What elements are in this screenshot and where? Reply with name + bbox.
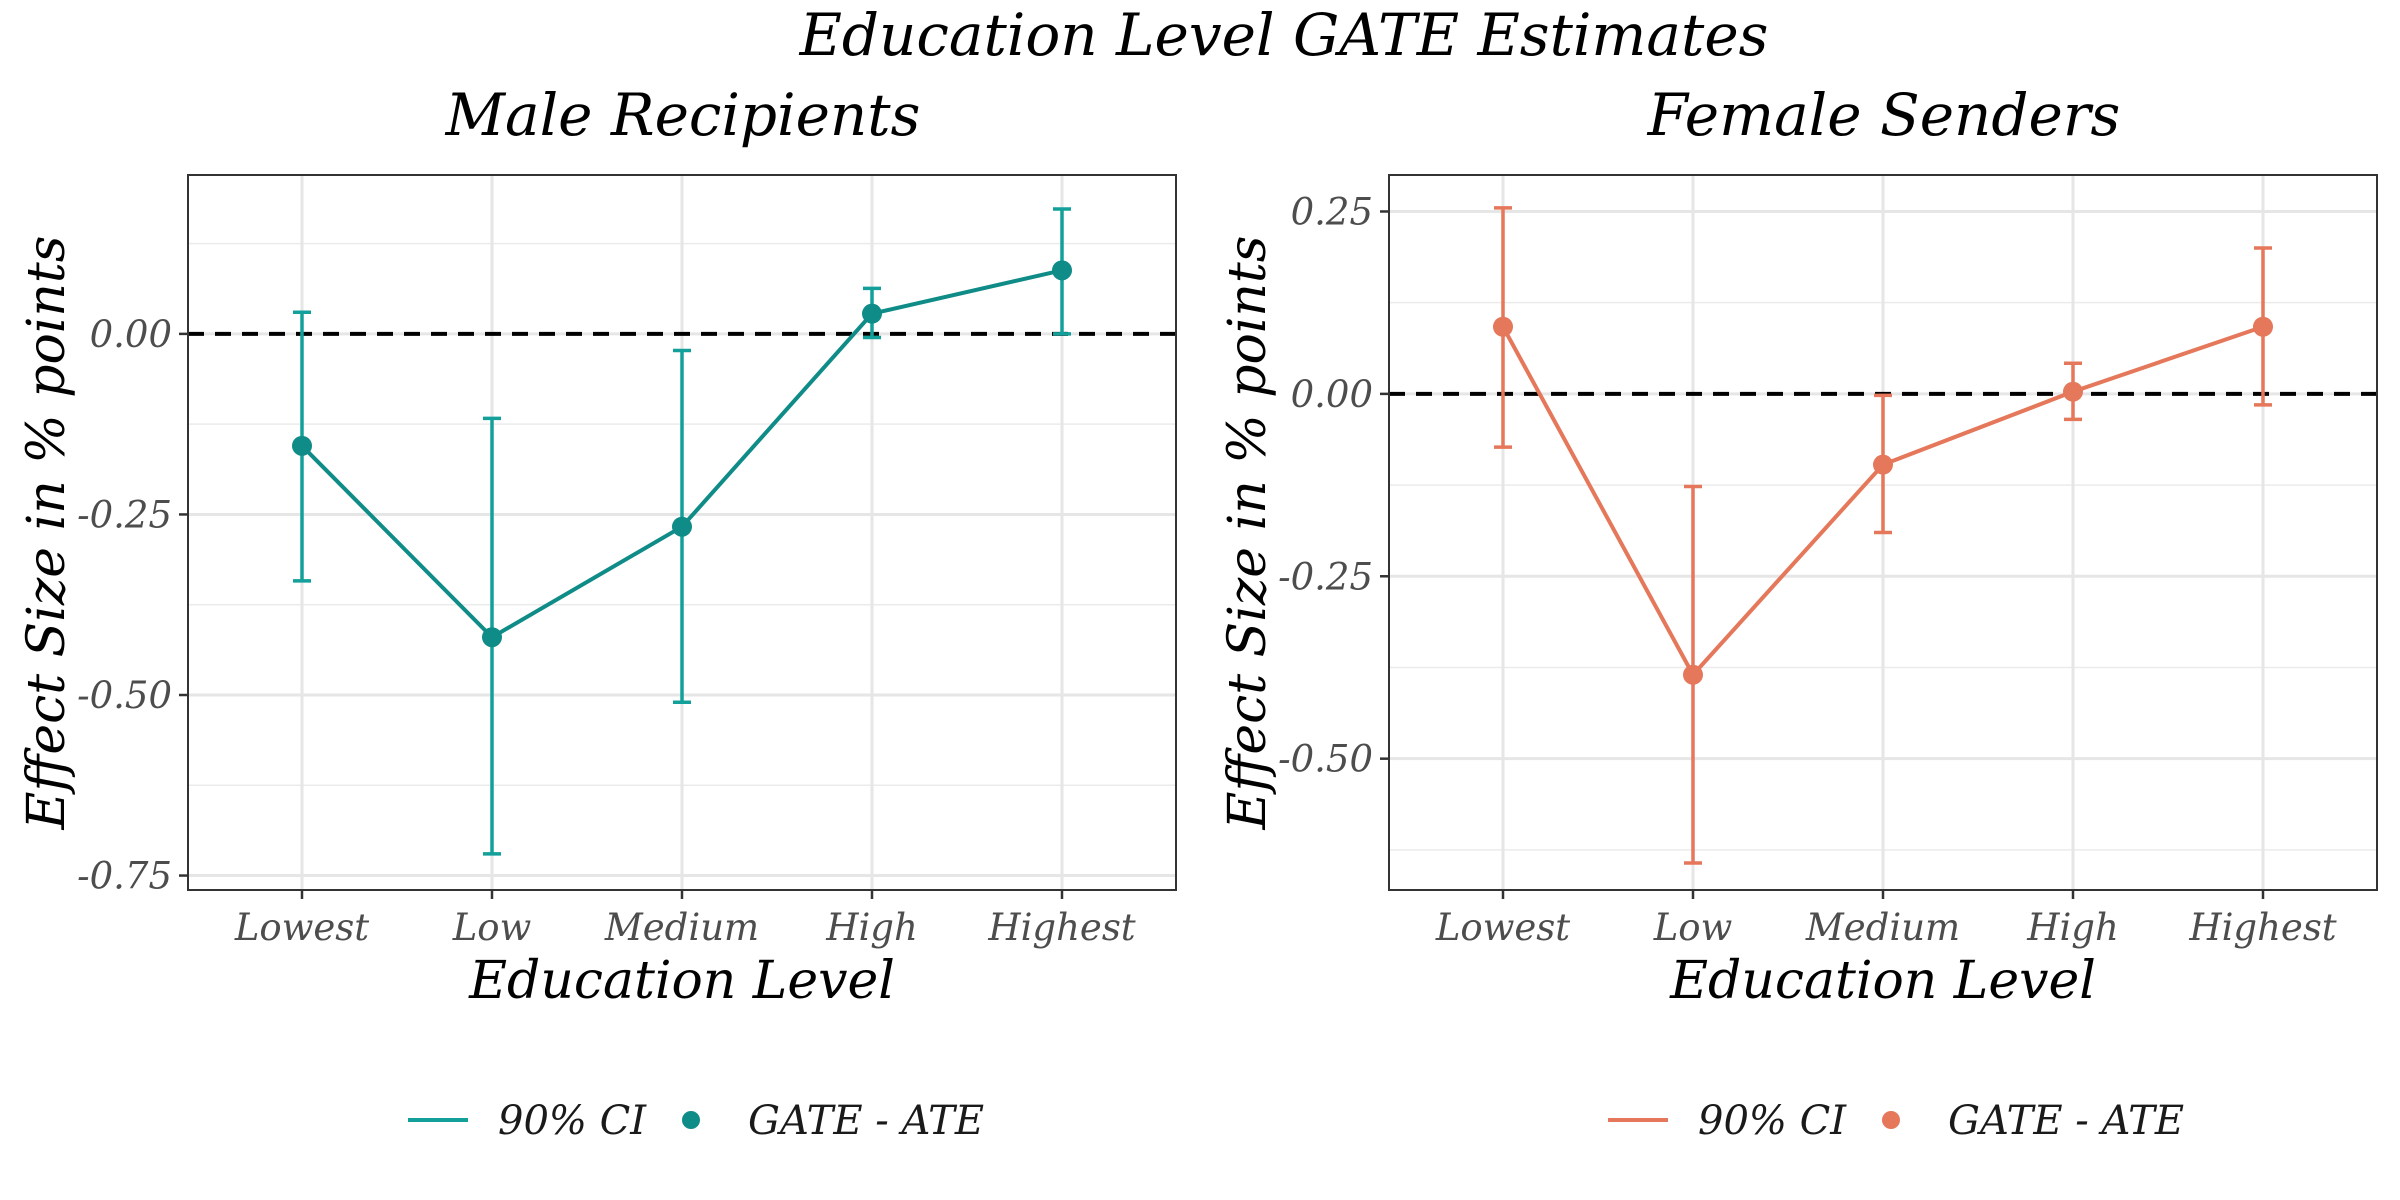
data-point [2063,381,2083,402]
x-tick-label: Highest [2188,906,2336,949]
data-point [862,303,882,324]
legend-gate-label: GATE - ATE [1948,1098,2184,1144]
gate-points [1493,316,2273,685]
legend-gate-swatch [682,1111,700,1129]
y-tick-label: 0.25 [1291,190,1373,233]
x-tick-label: Highest [987,906,1135,949]
x-tick-label: Lowest [234,906,369,949]
data-point [1873,454,1893,475]
data-point [672,516,692,537]
panel-title: Male Recipients [445,81,921,149]
x-tick-label: Medium [1805,906,1960,949]
y-tick-labels: 0.25 0.00 -0.25 -0.50 [1278,190,1373,780]
legend-ci-label: 90% CI [498,1098,647,1144]
x-tick-label: Lowest [1435,906,1570,949]
y-axis-title: Effect Size in % points [17,236,77,831]
figure-title: Education Level GATE Estimates [799,1,1769,69]
x-tick-label: High [2026,906,2119,949]
x-tick-label: High [825,906,918,949]
axis-ticks [179,332,1064,899]
x-tick-label: Medium [604,906,759,949]
data-point [1683,664,1703,685]
panel-title: Female Senders [1647,81,2121,149]
x-tick-labels: Lowest Low Medium High Highest [234,906,1136,949]
legend-gate-swatch [1882,1111,1900,1129]
y-tick-label: 0.00 [1291,373,1373,416]
data-point [482,627,502,648]
y-tick-label: -0.50 [1278,738,1373,781]
legend-ci-label: 90% CI [1698,1098,1847,1144]
data-point [292,435,312,456]
y-tick-label: -0.25 [77,493,172,536]
data-point [2253,316,2273,337]
x-axis-title: Education Level [1669,951,2096,1011]
y-tick-label: -0.50 [77,674,172,717]
legend: 90% CI GATE - ATE [408,1098,984,1144]
y-tick-label: -0.25 [1278,555,1373,598]
y-tick-label: -0.75 [77,855,172,898]
axis-ticks [1380,210,2265,899]
gate-points [292,260,1072,648]
x-axis-title: Education Level [468,951,895,1011]
panel-male-recipients: Male Recipients 0.00 -0.25 -0.50 -0.75 Lowe… [17,81,1177,1144]
legend: 90% CI GATE - ATE [1608,1098,2184,1144]
y-tick-label: 0.00 [90,313,172,356]
y-axis-title: Effect Size in % points [1218,236,1278,831]
y-tick-labels: 0.00 -0.25 -0.50 -0.75 [77,313,172,898]
x-tick-label: Low [1653,906,1733,949]
data-point [1493,316,1513,337]
legend-gate-label: GATE - ATE [748,1098,984,1144]
x-tick-labels: Lowest Low Medium High Highest [1435,906,2337,949]
data-point [1052,260,1072,281]
panel-female-senders: Female Senders 0.25 0.00 -0.25 -0.50 Lowest… [1218,81,2378,1144]
x-tick-label: Low [452,906,532,949]
